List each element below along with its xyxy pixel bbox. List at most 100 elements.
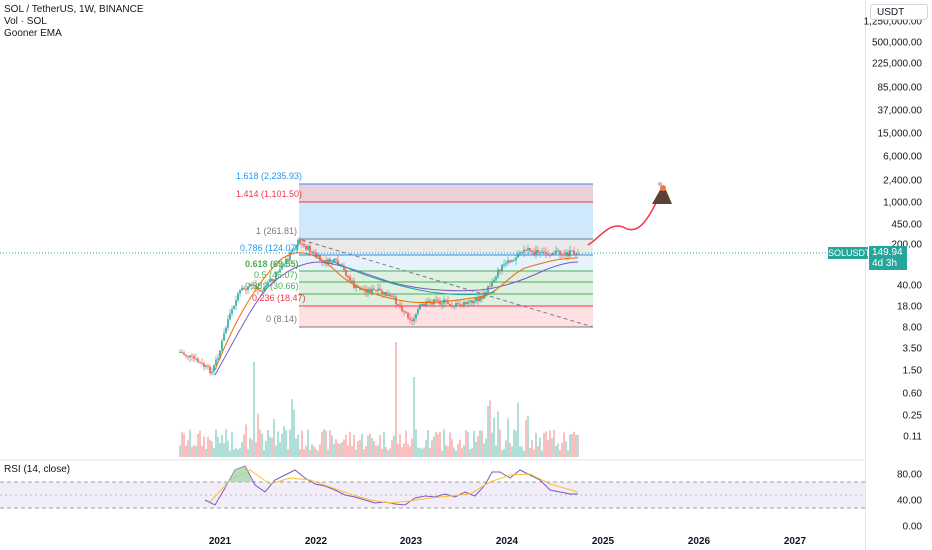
volume-bar [311, 444, 313, 457]
volume-bar [485, 438, 487, 457]
price-tick: 450.00 [891, 219, 922, 231]
bar-countdown: 4d 3h [872, 258, 898, 269]
volume-bar [473, 430, 475, 457]
candle-body [183, 352, 185, 355]
candle-body [289, 252, 291, 261]
volume-bar [245, 424, 247, 457]
price-tick: 500,000.00 [871, 37, 922, 49]
rsi-tick: 80.00 [896, 469, 922, 481]
volume-bar [411, 438, 413, 457]
volume-bar [225, 429, 227, 457]
volume-bar [385, 446, 387, 457]
candle-body [383, 291, 385, 294]
volume-bar [477, 435, 479, 457]
fib-zone-1-0786 [299, 239, 593, 255]
candle-body [495, 276, 497, 280]
time-axis[interactable]: 2021 2022 2023 2024 2025 2026 2027 [0, 533, 866, 550]
volume-bar [291, 399, 293, 457]
volume-bar [253, 362, 255, 457]
volume-bar [495, 445, 497, 457]
volume-bar [371, 438, 373, 457]
volume-bar [267, 429, 269, 457]
volume-bar [391, 440, 393, 457]
volume-bar [529, 447, 531, 457]
volume-bar [255, 441, 257, 457]
candle-body [247, 286, 249, 290]
candle-body [555, 250, 557, 254]
candle-body [387, 295, 389, 297]
volume-bar [277, 431, 279, 457]
volume-bar [559, 449, 561, 457]
volume-bar [471, 448, 473, 457]
candle-body [569, 250, 571, 257]
volume-bar [199, 430, 201, 457]
candle-body [547, 253, 549, 255]
candle-body [327, 259, 329, 265]
candle-body [409, 318, 411, 320]
candle-body [527, 248, 529, 251]
candle-body [333, 259, 335, 263]
volume-bar [349, 431, 351, 457]
volume-bar [249, 437, 251, 457]
volume-bar [409, 446, 411, 457]
candle-body [471, 300, 473, 304]
volume-bar [523, 450, 525, 457]
volume-bar [319, 444, 321, 457]
candle-body [209, 366, 211, 374]
volume-bar [281, 433, 283, 457]
candle-body [379, 288, 381, 291]
candle-body [371, 288, 373, 293]
forecast-curve [587, 194, 661, 246]
price-axis[interactable]: 1,250,000.00 500,000.00 225,000.00 85,00… [864, 0, 932, 550]
volume-bar [307, 429, 309, 457]
volume-bar [487, 405, 489, 457]
time-tick: 2025 [591, 536, 615, 547]
ema-mid [329, 259, 496, 296]
candle-body [237, 293, 239, 301]
volume-bar [183, 433, 185, 457]
currency-selector[interactable]: USDT [870, 4, 928, 20]
volume-bar [381, 448, 383, 457]
axis-separator [865, 0, 866, 550]
fib-zone-0236-0 [299, 306, 593, 327]
volume-bar [317, 450, 319, 457]
volume-bar [463, 445, 465, 457]
volume-bar [449, 432, 451, 457]
candle-body [263, 287, 265, 291]
candle-body [225, 327, 227, 334]
candle-body [195, 358, 197, 360]
volume-bar [265, 440, 267, 457]
rsi-tick: 40.00 [896, 495, 922, 507]
fib-label-1: 1 (261.81) [256, 226, 298, 236]
candle-body [571, 250, 573, 252]
volume-bar [481, 430, 483, 457]
price-chart[interactable] [0, 0, 866, 550]
candle-body [369, 288, 371, 293]
legend-symbol[interactable]: SOL / TetherUS, 1W, BINANCE [4, 4, 144, 15]
rsi-legend[interactable]: RSI (14, close) [4, 464, 71, 475]
candle-body [397, 303, 399, 305]
candle-body [273, 279, 275, 282]
legend-ema[interactable]: Gooner EMA [4, 28, 62, 39]
candle-body [251, 284, 253, 286]
candle-body [459, 304, 461, 306]
price-tick: 0.11 [903, 431, 922, 443]
rsi-overbought-fill [225, 466, 252, 488]
candle-body [423, 303, 425, 306]
candle-body [417, 309, 419, 314]
volume-bar [233, 449, 235, 457]
volume-bar [301, 430, 303, 457]
price-tick: 0.25 [902, 410, 922, 422]
candle-body [277, 271, 279, 273]
candle-body [291, 250, 293, 253]
legend-volume[interactable]: Vol · SOL [4, 16, 47, 27]
candle-body [279, 269, 281, 272]
volume-bar [269, 436, 271, 457]
candle-body [367, 288, 369, 293]
volume-bar [515, 430, 517, 457]
fib-label-05: 0.5 (46.07) [254, 270, 298, 280]
volume-bar [571, 434, 573, 457]
volume-bar [187, 440, 189, 457]
candle-body [233, 305, 235, 310]
volume-bar [373, 441, 375, 457]
